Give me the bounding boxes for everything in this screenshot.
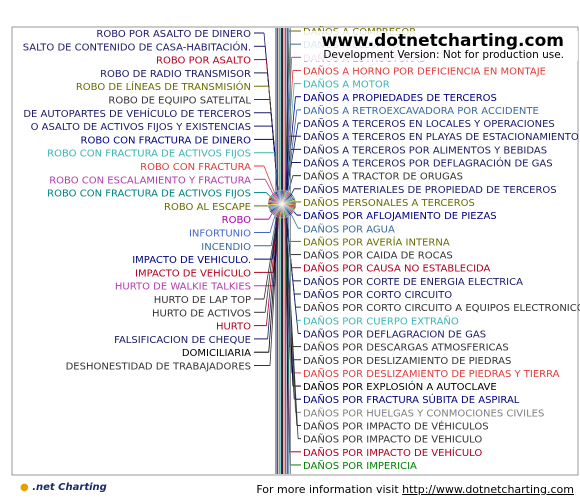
right-slice-label: DAÑOS A HORNO POR DEFICIENCIA EN MONTAJE [303,64,546,77]
left-slice-label: HURTO [216,322,251,333]
right-slice-label: DAÑOS POR CUERPO EXTRAÑO [303,314,459,327]
left-slice-label: HURTO DE LAP TOP [154,295,251,306]
left-slice-label: HURTO DE WALKIE TALKIES [115,282,251,293]
right-slice-label: DAÑOS A RETROEXCAVADORA POR ACCIDENTE [303,104,539,117]
left-slice-label: DESHONESTIDAD DE TRABAJADORES [66,362,251,373]
connector-line [266,201,280,326]
right-slice-label: DAÑOS POR DESLIZAMIENTO DE PIEDRAS Y TIE… [303,367,560,380]
left-slice-label: ROBO DE RADIO TRANSMISOR [100,69,251,80]
left-slice-label: SALTO DE CONTENIDO DE CASA-HABITACIÓN. [23,40,251,53]
right-slice-label: DAÑOS POR IMPACTO DE VÉHICULOS [303,420,489,433]
label-connectors [254,28,301,474]
left-slice-label: ROBO DE EQUIPO SATELITAL [108,96,251,107]
left-slice-label: ROBO CON FRACTURA DE ACTIVOS FIJOS [47,189,251,200]
logo-mark-icon: ● [20,482,29,493]
left-slice-label: DOMICILIARIA [182,348,251,359]
right-slice-label: DAÑOS POR DEFLAGRACION DE GAS [303,327,486,340]
left-slice-label: DE AUTOPARTES DE VEHÍCULO DE TERCEROS [23,107,251,120]
logo-text: .net Charting [32,482,107,493]
right-slice-label: DAÑOS POR IMPACTO DE VEHICULO [303,433,482,446]
left-slice-label: FALSIFICACION DE CHEQUE [114,335,251,346]
right-slice-label: DAÑOS POR IMPERICIA [303,459,417,472]
left-slice-label: ROBO CON FRACTURA [140,162,251,173]
right-slice-label: DAÑOS A TERCEROS POR DEFLAGRACIÓN DE GAS [303,157,553,170]
right-slice-label: DAÑOS A MOTOR [303,78,390,91]
right-slice-label: DAÑOS A TERCEROS EN LOCALES Y OPERACIONE… [303,117,555,130]
left-slice-label: ROBO POR ASALTO DE DINERO [96,29,251,40]
right-slice-label: DAÑOS POR AGUA [303,222,395,235]
left-slice-label: ROBO AL ESCAPE [164,202,251,213]
right-slice-label: DAÑOS POR FRACTURA SÚBITA DE ASPIRAL [303,393,520,406]
watermark: www.dotnetcharting.com Development Versi… [302,31,578,61]
left-slice-label: ROBO CON ESCALAMIENTO Y FRACTURA [49,175,251,186]
right-slice-label: DAÑOS POR CORTE DE ENERGIA ELECTRICA [303,275,523,288]
right-slice-label: DAÑOS POR CORTO CIRCUITO A EQUIPOS ELECT… [303,301,580,314]
left-slice-label: IMPACTO DE VEHÍCULO [135,266,251,279]
pie-slices [267,189,297,219]
left-slice-label: INCENDIO [201,242,251,253]
footer-info-text: For more information visit [256,483,399,496]
left-slice-label: HURTO DE ACTIVOS [152,308,251,319]
left-slice-label: INFORTUNIO [189,229,251,240]
right-slice-label: DAÑOS POR HUELGAS Y CONMOCIONES CIVILES [303,406,544,419]
right-slice-label: DAÑOS A TRACTOR DE ORUGAS [303,170,463,183]
right-slice-label: DAÑOS PERSONALES A TERCEROS [303,196,475,209]
dotnetcharting-logo: ● .net Charting [20,482,107,493]
right-slice-label: DAÑOS POR CAUSA NO ESTABLECIDA [303,262,491,275]
right-slice-label: DAÑOS POR AVERÍA INTERNA [303,235,450,248]
left-slice-label: ROBO CON FRACTURA DE DINERO [81,135,252,146]
right-labels: DAÑOS A COMPRESORDAÑOS A ELEVADORDAÑOS A… [303,25,580,472]
left-slice-label: ROBO CON FRACTURA DE ACTIVOS FIJOS [47,149,251,160]
left-slice-label: ROBO [222,215,252,226]
footer-link[interactable]: http://www.dotnetcharting.com [402,483,574,496]
watermark-title: www.dotnetcharting.com [321,31,564,51]
right-slice-label: DAÑOS POR CAIDA DE ROCAS [303,249,453,262]
right-slice-label: DAÑOS A TERCEROS EN PLAYAS DE ESTACIONAM… [303,130,579,143]
right-slice-label: DAÑOS POR DESCARGAS ATMOSFERICAS [303,341,509,354]
left-slice-label: IMPACTO DE VEHICULO. [132,255,251,266]
connector-line [264,200,280,313]
footer-info: For more information visit http://www.do… [256,483,574,496]
right-slice-label: DAÑOS POR EXPLOSIÓN A AUTOCLAVE [303,380,497,393]
right-slice-label: DAÑOS POR IMPACTO DE VEHÍCULO [303,446,482,459]
pie-slice[interactable] [280,189,283,205]
connector-line [267,202,280,339]
right-slice-label: DAÑOS POR DESLIZAMIENTO DE PIEDRAS [303,354,511,367]
footer: ● .net Charting For more information vis… [0,478,580,500]
right-slice-label: DAÑOS MATERIALES DE PROPIEDAD DE TERCERO… [303,183,557,196]
right-slice-label: DAÑOS A PROPIEDADES DE TERCEROS [303,91,497,104]
left-slice-label: ROBO POR ASALTO [156,56,251,67]
right-slice-label: DAÑOS A TERCEROS POR ALIMENTOS Y BEBIDAS [303,143,547,156]
right-slice-label: DAÑOS POR CORTO CIRCUITO [303,288,452,301]
watermark-subtitle: Development Version: Not for production … [323,49,564,61]
left-slice-label: ROBO DE LÍNEAS DE TRANSMISIÓN [76,80,251,93]
right-slice-label: DAÑOS POR AFLOJAMIENTO DE PIEZAS [303,209,497,222]
left-slice-label: O ASALTO DE ACTIVOS FIJOS Y EXISTENCIAS [31,122,251,133]
